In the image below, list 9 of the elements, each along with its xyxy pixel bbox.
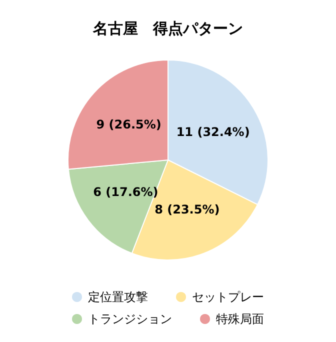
chart-title: 名古屋 得点パターン [92, 20, 243, 38]
data-label: 9 (26.5%) [96, 117, 162, 132]
legend-label: 特殊局面 [216, 312, 264, 326]
data-label: 11 (32.4%) [176, 125, 250, 140]
data-label: 6 (17.6%) [93, 184, 158, 199]
data-label: 8 (23.5%) [154, 202, 220, 216]
legend-label: トランジション [88, 312, 172, 326]
legend-label: セットプレー [192, 290, 264, 304]
legend-label: 定位置攻撃 [88, 290, 148, 304]
